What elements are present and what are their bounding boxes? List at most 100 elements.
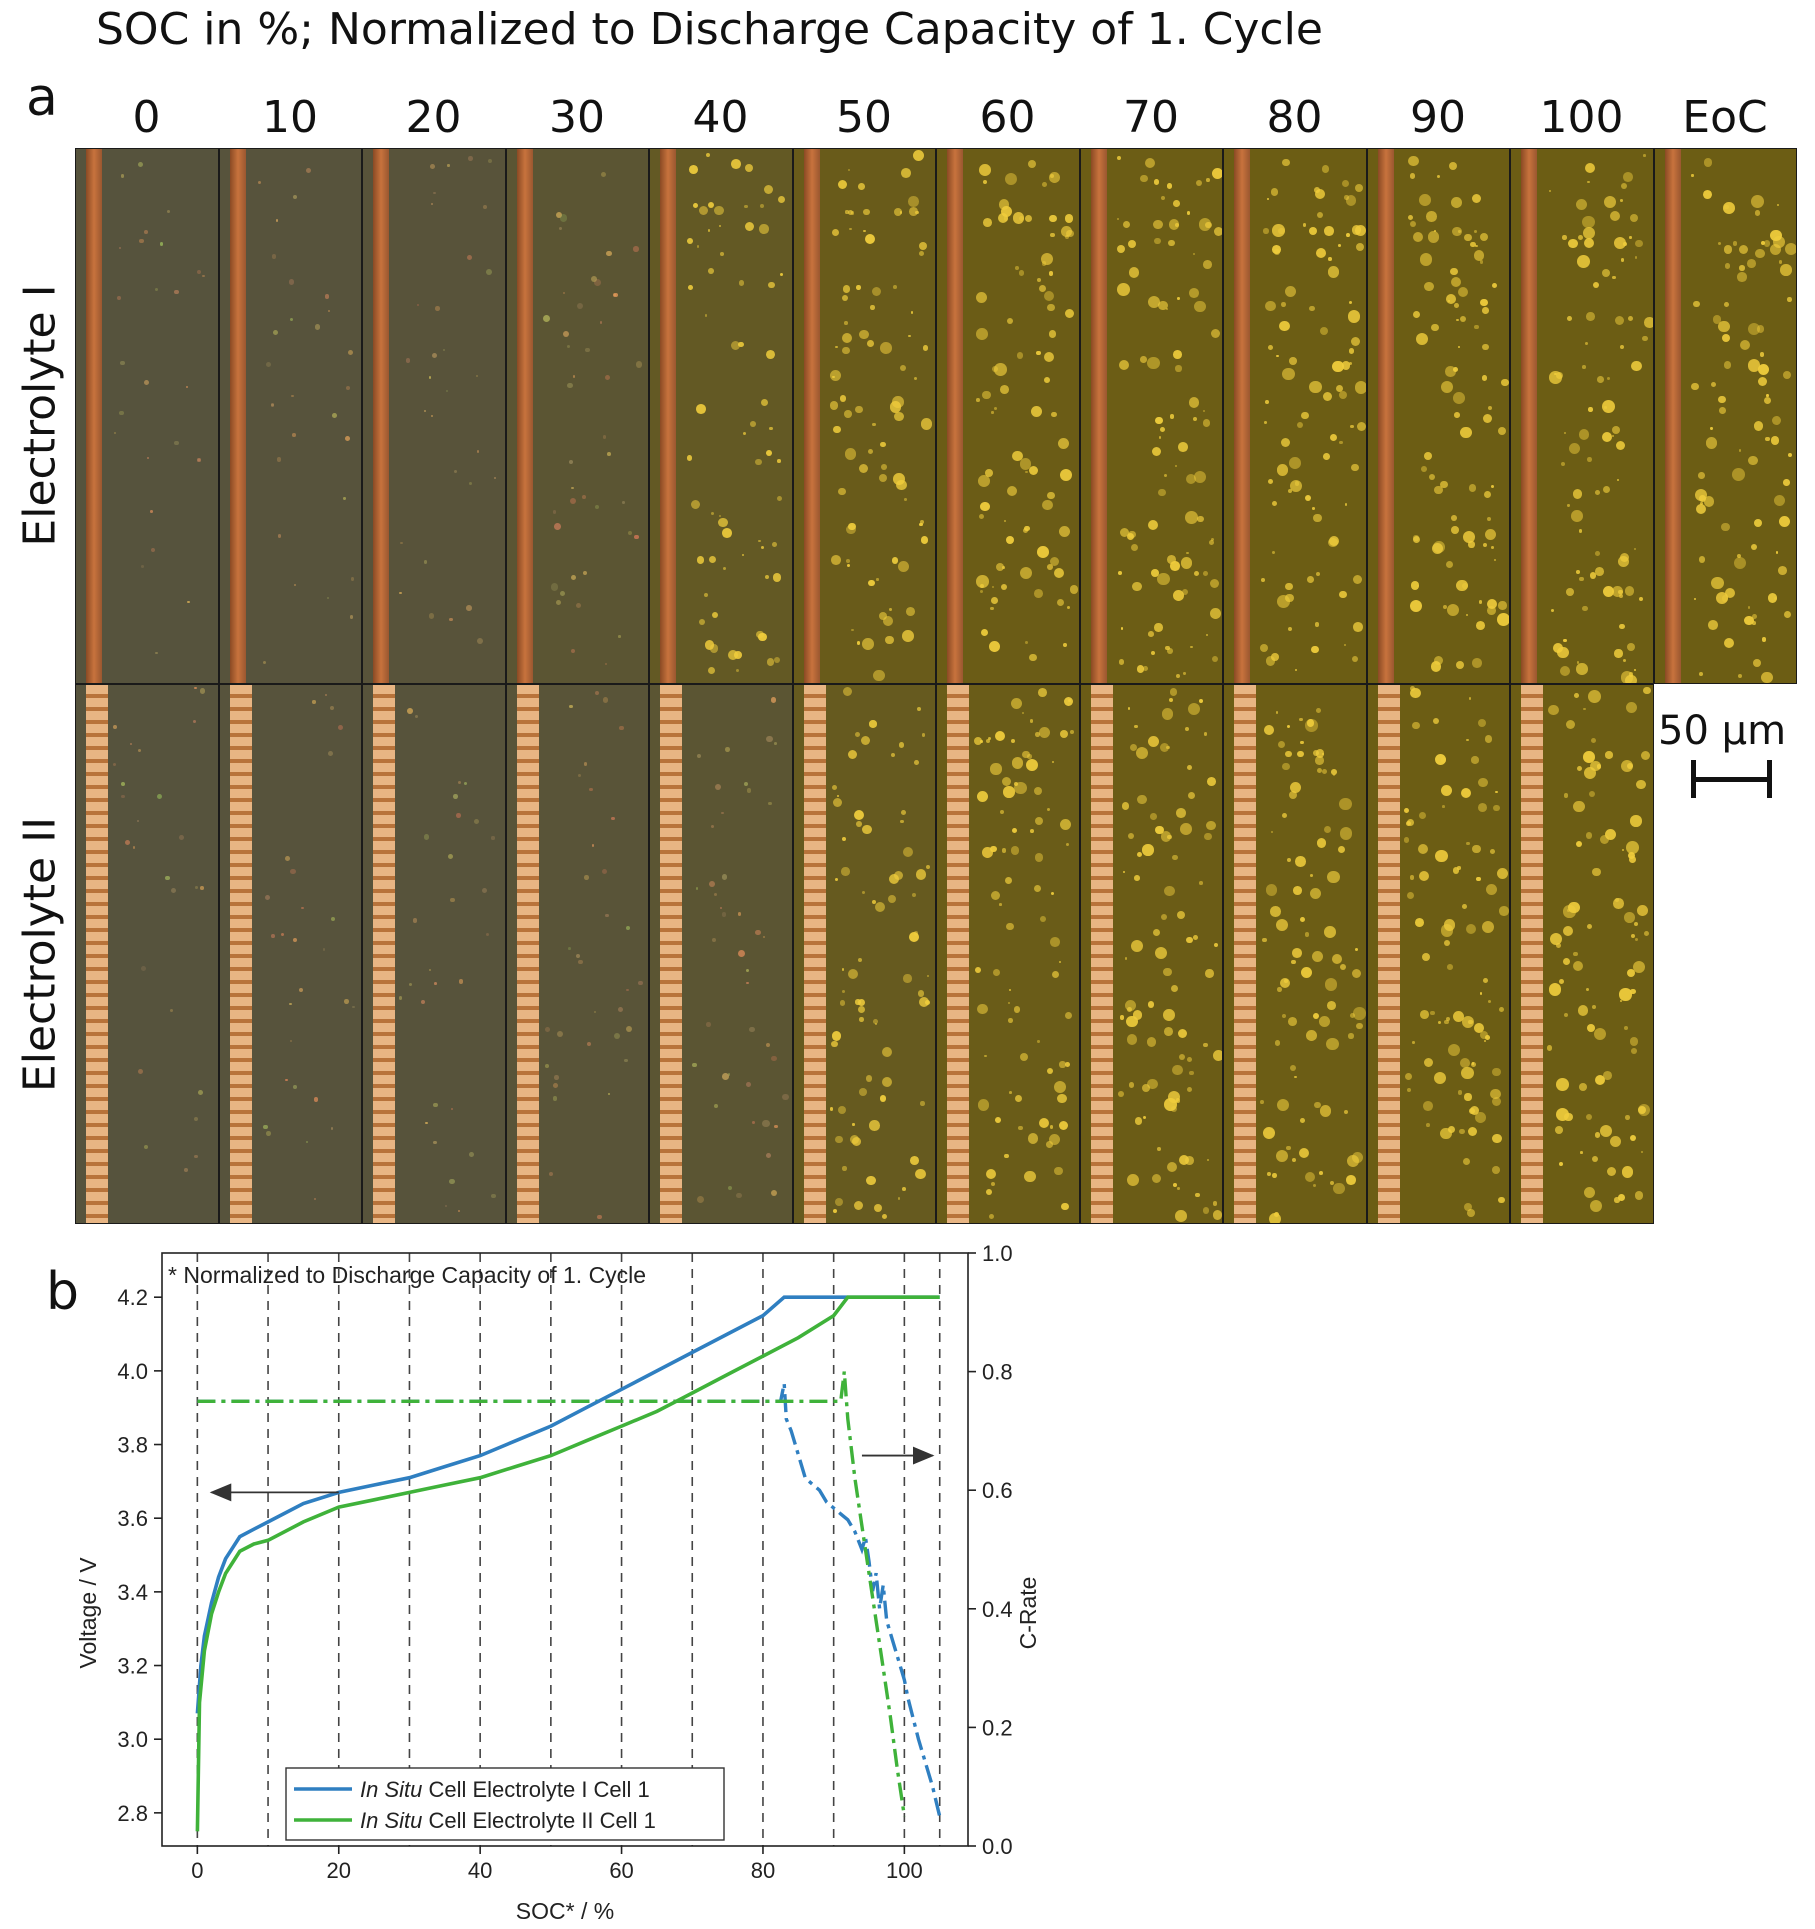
- particle-speck: [1202, 1207, 1210, 1214]
- particle-speck: [1029, 465, 1039, 476]
- particle-speck: [733, 650, 742, 659]
- particle-speck: [1414, 917, 1424, 927]
- particle-speck: [1267, 479, 1274, 485]
- particle-speck: [1011, 828, 1017, 834]
- particle-speck: [762, 936, 765, 939]
- particle-speck: [1276, 463, 1289, 476]
- micrograph-tile-r2-c8: [1079, 684, 1223, 1224]
- particle-speck: [1341, 361, 1351, 370]
- particle-speck: [1344, 503, 1348, 507]
- particle-speck: [1312, 1012, 1319, 1019]
- particle-speck: [1698, 472, 1705, 479]
- particle-speck: [1773, 596, 1778, 601]
- particle-speck: [758, 539, 762, 543]
- particle-speck: [1350, 425, 1354, 429]
- particle-speck: [120, 174, 125, 178]
- particle-speck: [1778, 566, 1788, 576]
- particle-speck: [981, 628, 989, 636]
- particle-speck: [979, 164, 991, 177]
- particle-speck: [450, 897, 456, 903]
- particle-speck: [1584, 163, 1596, 174]
- particle-speck: [1147, 1078, 1158, 1090]
- particle-speck: [1468, 541, 1475, 548]
- particle-speck: [1047, 564, 1054, 571]
- particle-speck: [765, 1152, 771, 1158]
- particle-speck: [555, 211, 562, 218]
- particle-speck: [416, 303, 419, 306]
- particle-speck: [1493, 559, 1497, 562]
- particle-speck: [754, 929, 761, 936]
- particle-speck: [1355, 242, 1364, 252]
- particle-speck: [1628, 671, 1634, 677]
- particle-speck: [1127, 533, 1135, 541]
- particle-speck: [1737, 553, 1742, 558]
- particle-speck: [745, 981, 749, 985]
- particle-speck: [1412, 231, 1424, 243]
- particle-speck: [132, 846, 136, 850]
- particle-speck: [1036, 350, 1042, 356]
- particle-speck: [919, 996, 930, 1007]
- particle-speck: [633, 246, 639, 252]
- particle-speck: [1634, 255, 1638, 259]
- particle-speck: [1434, 230, 1437, 233]
- particle-speck: [323, 948, 326, 951]
- particle-speck: [852, 1137, 862, 1147]
- particle-speck: [1576, 661, 1580, 664]
- particle-speck: [845, 210, 849, 214]
- particle-speck: [1607, 376, 1611, 380]
- particle-speck: [1698, 556, 1706, 563]
- particle-speck: [435, 306, 440, 311]
- particle-speck: [1586, 923, 1592, 929]
- particle-speck: [861, 637, 874, 650]
- particle-speck: [1158, 488, 1167, 497]
- particle-speck: [731, 340, 741, 350]
- particle-speck: [1461, 1016, 1475, 1029]
- particle-speck: [1574, 693, 1579, 698]
- particle-speck: [569, 498, 576, 505]
- y-left-tick-label: 3.0: [117, 1727, 148, 1752]
- particle-speck: [772, 573, 782, 583]
- particle-speck: [1474, 324, 1479, 329]
- particle-speck: [1116, 217, 1120, 221]
- particle-speck: [1213, 1050, 1223, 1061]
- particle-speck: [1721, 522, 1730, 532]
- particle-speck: [1346, 1175, 1356, 1185]
- particle-speck: [137, 820, 140, 823]
- column-label-50: 50: [836, 92, 892, 143]
- particle-speck: [1048, 1134, 1060, 1146]
- particle-speck: [1750, 544, 1757, 551]
- particle-speck: [1037, 1040, 1040, 1043]
- particle-speck: [1175, 673, 1181, 679]
- particle-speck: [550, 583, 558, 591]
- particle-speck: [1160, 913, 1168, 921]
- particle-speck: [915, 1168, 926, 1179]
- particle-speck: [1198, 698, 1204, 704]
- particle-speck: [1589, 1199, 1603, 1213]
- particle-speck: [1497, 426, 1506, 435]
- particle-speck: [1437, 1020, 1441, 1024]
- particle-speck: [469, 482, 473, 486]
- particle-speck: [1490, 1088, 1501, 1099]
- particle-speck: [1166, 183, 1173, 189]
- particle-speck: [124, 839, 130, 845]
- particle-speck: [1439, 1127, 1452, 1140]
- particle-speck: [347, 350, 354, 356]
- particle-speck: [687, 455, 693, 461]
- micrograph-tile-r1-c6: [792, 148, 936, 684]
- particle-speck: [1203, 832, 1212, 841]
- particle-speck: [1316, 767, 1323, 773]
- particle-speck: [1122, 221, 1131, 229]
- particle-speck: [708, 881, 715, 888]
- particle-speck: [991, 891, 1001, 901]
- particle-speck: [995, 562, 1005, 572]
- particle-speck: [193, 1116, 199, 1122]
- particle-speck: [857, 1005, 865, 1013]
- current-collector-strip: [86, 149, 102, 683]
- particle-speck: [762, 1120, 770, 1128]
- particle-speck: [1300, 1117, 1305, 1123]
- particle-speck: [859, 1087, 867, 1096]
- particle-speck: [1437, 175, 1441, 179]
- particle-speck: [859, 1017, 864, 1022]
- particle-speck: [1142, 1115, 1146, 1119]
- particle-speck: [1486, 598, 1497, 609]
